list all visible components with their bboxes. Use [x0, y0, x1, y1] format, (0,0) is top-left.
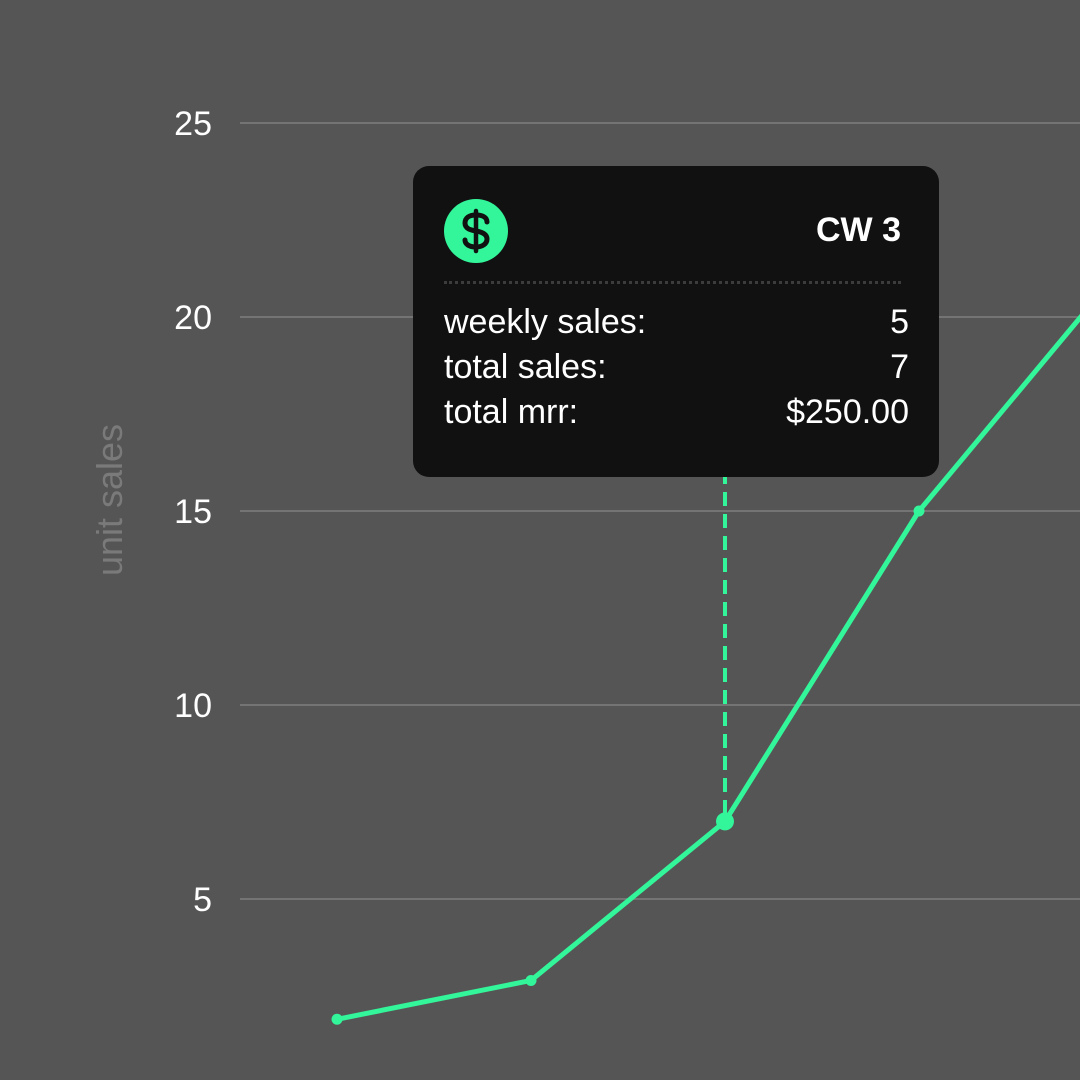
tooltip-title: CW 3	[816, 211, 901, 249]
y-tick-label-10: 10	[174, 687, 212, 725]
tooltip-row-value: 5	[890, 303, 909, 341]
tooltip-divider	[444, 281, 901, 284]
y-axis-title: unit sales	[89, 423, 130, 577]
data-tooltip: CW 3 weekly sales: 5 total sales: 7 tota…	[413, 166, 939, 477]
dollar-glyph	[462, 208, 490, 254]
data-point-2	[525, 974, 537, 986]
tooltip-row-label: weekly sales:	[444, 303, 647, 341]
data-point-1	[331, 1013, 343, 1025]
y-tick-label-15: 15	[174, 493, 212, 531]
data-point-3	[716, 812, 734, 831]
y-tick-labels: 0 5 10 15 20 25	[174, 105, 212, 1080]
tooltip-row-total-sales: total sales: 7	[444, 345, 909, 390]
y-tick-label-0: 0	[193, 1075, 212, 1080]
y-tick-label-5: 5	[193, 881, 212, 919]
tooltip-row-total-mrr: total mrr: $250.00	[444, 390, 909, 435]
tooltip-rows: weekly sales: 5 total sales: 7 total mrr…	[444, 300, 909, 435]
y-tick-label-25: 25	[174, 105, 212, 143]
dollar-icon	[444, 199, 508, 263]
y-tick-label-20: 20	[174, 299, 212, 337]
tooltip-row-weekly-sales: weekly sales: 5	[444, 300, 909, 345]
tooltip-row-label: total sales:	[444, 348, 607, 386]
grid-layer	[240, 122, 1080, 900]
tooltip-row-value: $250.00	[786, 393, 909, 431]
data-point-4	[913, 505, 925, 517]
tooltip-row-value: 7	[890, 348, 909, 386]
series-layer	[331, 313, 1080, 1025]
tooltip-row-label: total mrr:	[444, 393, 579, 431]
